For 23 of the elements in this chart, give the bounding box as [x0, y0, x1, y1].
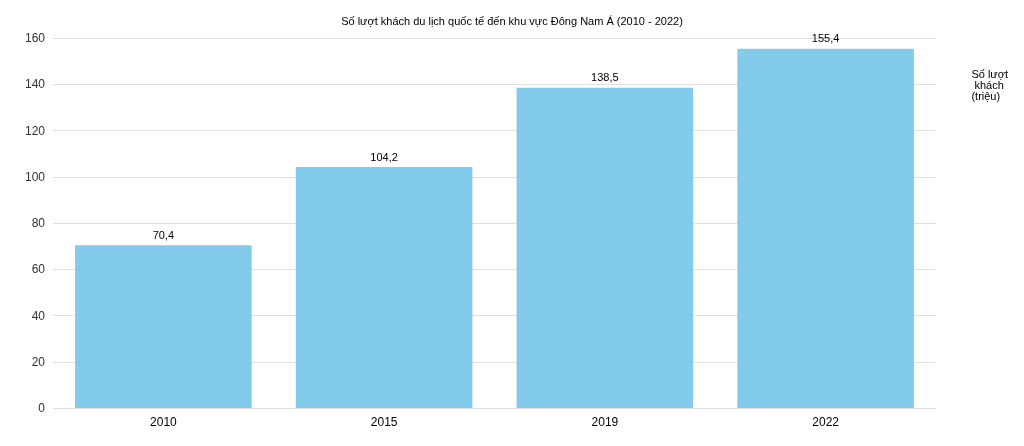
y-tick-label: 60: [31, 262, 46, 277]
x-tick-label: 2010: [150, 415, 178, 429]
data-label: 70,4: [152, 228, 175, 241]
data-label: 155,4: [811, 32, 840, 45]
y-tick-label: 0: [38, 401, 46, 415]
chart-title: Số lượt khách du lịch quốc tế đến khu vực Đông Nam Á (2010 - 2022): [341, 14, 683, 27]
y-tick-label: 40: [31, 308, 46, 323]
y-tick-label: 20: [31, 354, 46, 369]
data-label: 104,2: [370, 150, 398, 163]
y-tick-label: 140: [24, 77, 46, 92]
bar: [516, 87, 694, 408]
bar: [737, 48, 914, 408]
y-axis-title: Số lượt khách (triệu): [971, 67, 1009, 102]
y-tick-label: 100: [24, 169, 46, 184]
y-tick-label: 160: [24, 31, 46, 45]
data-label: 138,5: [591, 71, 619, 84]
bar: [295, 167, 473, 408]
y-tick-label: 120: [24, 123, 46, 138]
x-tick-label: 2015: [370, 415, 398, 429]
x-tick-label: 2019: [591, 415, 619, 429]
bar: [75, 245, 252, 408]
y-tick-label: 80: [31, 216, 46, 230]
x-tick-label: 2022: [812, 415, 840, 429]
